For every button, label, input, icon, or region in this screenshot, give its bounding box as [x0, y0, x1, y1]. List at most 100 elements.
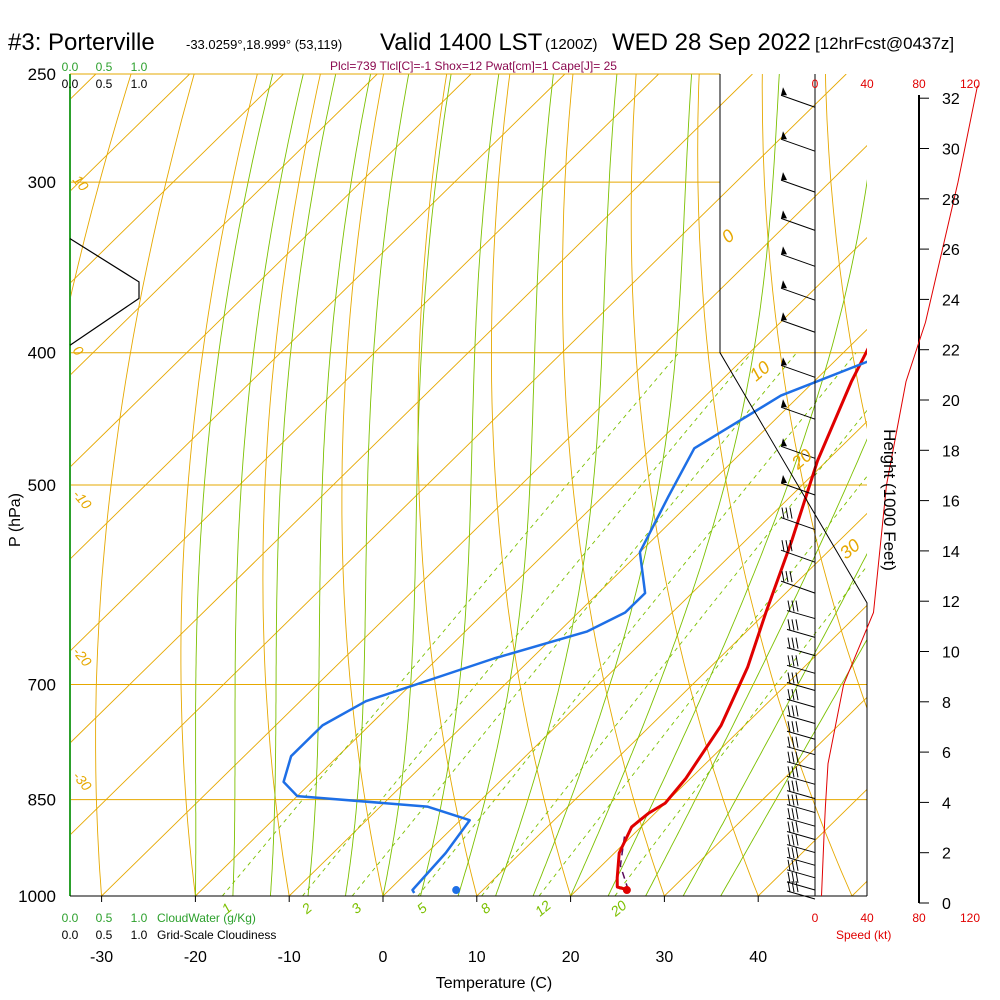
wind-barb — [786, 808, 816, 827]
speed-tick-bottom: 120 — [960, 911, 980, 925]
wind-barb-feather — [791, 859, 795, 871]
wind-barb — [780, 399, 816, 420]
height-tick-label: 22 — [942, 343, 960, 360]
wind-barb-staff — [780, 364, 816, 378]
wind-barb-feather — [791, 766, 795, 778]
isotherm-label: 20 — [787, 445, 816, 474]
wind-barb-staff — [780, 445, 816, 459]
isotherm-label: 10 — [70, 172, 92, 194]
dry-adiabat-line — [950, 50, 1000, 925]
height-tick-label: 32 — [942, 91, 960, 108]
wind-barb — [786, 672, 816, 691]
moist-adiabat-line — [495, 74, 618, 896]
wind-barb — [786, 766, 816, 785]
wind-barb-staff — [786, 844, 816, 854]
speed-tick-top: 120 — [960, 77, 980, 91]
wind-barb — [786, 736, 816, 756]
wind-barb-feather — [787, 780, 791, 792]
wind-barb — [786, 637, 816, 657]
wind-barb-feather — [795, 600, 799, 612]
height-axis-title: Height (1000 Feet) — [880, 429, 899, 571]
wind-barb — [780, 357, 816, 378]
isotherm-label: -10 — [70, 486, 95, 512]
cloud-water-label: CloudWater (g/Kg) — [157, 911, 256, 925]
mixing-ratio-label: 20 — [607, 897, 630, 920]
wind-barb-feather — [795, 880, 799, 893]
wind-barb-staff — [786, 869, 816, 879]
wind-barb — [780, 172, 816, 193]
mixing-ratio-line — [302, 352, 753, 896]
wind-barb-flag — [781, 475, 787, 483]
isotherm-label: -30 — [70, 768, 95, 794]
moist-adiabat-line — [570, 74, 780, 896]
mixing-ratio-label: 2 — [298, 899, 315, 917]
wind-barb-flag — [781, 280, 787, 289]
wind-barb-feather — [795, 808, 799, 820]
frame-layer — [69, 74, 978, 904]
wind-barb — [780, 280, 816, 301]
wind-barb — [786, 619, 816, 638]
wind-barb-flag — [781, 172, 787, 181]
wind-barb-feather — [787, 689, 791, 701]
height-tick-label: 8 — [942, 695, 951, 712]
wind-barb-feather — [795, 637, 799, 649]
wind-barb-flag — [781, 210, 787, 219]
wind-barb-flag — [781, 131, 787, 140]
wind-barb-staff — [780, 319, 816, 333]
wind-barb-feather — [787, 794, 791, 806]
wind-barb — [780, 438, 816, 459]
wind-barb — [786, 705, 816, 724]
station-coords: -33.0259°,18.999° (53,119) — [186, 37, 342, 52]
cloudiness-tick-top: 0.0 — [62, 77, 79, 91]
speed-tick-bottom: 80 — [912, 911, 926, 925]
speed-tick-bottom: 40 — [860, 911, 874, 925]
height-tick-label: 6 — [942, 745, 951, 762]
dry-adiabat-line — [262, 74, 321, 896]
cloudiness-tick-top: 1.0 — [131, 77, 148, 91]
height-tick-label: 0 — [942, 896, 951, 913]
wind-barb-staff — [786, 856, 816, 866]
wind-barb-feather — [787, 736, 791, 748]
wind-barb-feather — [787, 834, 791, 846]
x-tick-label: 20 — [562, 949, 580, 966]
wind-barb-feather — [795, 780, 799, 792]
mixing-ratio-label: 8 — [477, 899, 493, 916]
wind-barb — [786, 821, 816, 841]
wind-barb-feather — [795, 766, 799, 778]
utc-time: (1200Z) — [545, 36, 598, 53]
wind-barb-feather — [785, 507, 789, 519]
wind-barb — [780, 571, 816, 594]
station-title: #3: Porterville — [8, 29, 155, 56]
wind-barb-feather — [791, 705, 795, 717]
wind-barb-feather — [787, 880, 791, 893]
speed-tick-top: 0 — [812, 77, 819, 91]
dry-adiabat-line — [697, 74, 853, 896]
wind-barb-staff — [786, 817, 816, 827]
height-tick-label: 20 — [942, 393, 960, 410]
wind-barb-feather — [787, 619, 791, 631]
isotherm-line — [0, 74, 2, 896]
wind-barb-feather — [791, 794, 795, 806]
wind-barb-flag — [781, 87, 787, 96]
pressure-tick-label: 700 — [28, 676, 56, 695]
wind-barb-feather — [791, 780, 795, 792]
surface-temperature-dot — [622, 886, 631, 895]
speed-tick-top: 80 — [912, 77, 926, 91]
wind-barb-staff — [780, 580, 816, 594]
wind-barb-feather — [795, 751, 799, 763]
wind-barb-feather — [791, 847, 795, 859]
wind-barb-staff — [786, 698, 816, 708]
wind-barb-feather — [795, 721, 799, 733]
wind-barb-feather — [781, 540, 785, 552]
x-tick-label: -10 — [278, 949, 301, 966]
grid-layer — [0, 50, 1000, 925]
wind-barb-feather — [795, 736, 799, 748]
wind-barb — [786, 721, 816, 740]
wind-barb-feather — [787, 721, 791, 733]
cloud-water-tick-top: 0.0 — [62, 60, 79, 74]
cloud-water-tick-bottom: 1.0 — [131, 911, 148, 925]
height-tick-label: 10 — [942, 645, 960, 662]
wind-barb — [780, 87, 816, 108]
wind-barb-flag — [781, 312, 787, 321]
plot-boundary — [719, 74, 868, 896]
